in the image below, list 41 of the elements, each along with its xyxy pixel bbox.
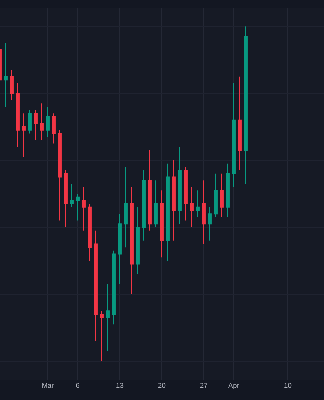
candlestick	[76, 194, 80, 222]
candlestick	[100, 310, 104, 362]
candlestick	[160, 190, 164, 258]
candlestick	[220, 173, 224, 218]
candlestick	[214, 173, 218, 218]
candlestick	[52, 113, 56, 144]
candlestick	[88, 204, 92, 262]
candlestick	[148, 150, 152, 232]
candlestick	[10, 70, 14, 101]
candlestick	[142, 170, 146, 242]
candlestick	[58, 130, 62, 222]
candlestick	[124, 166, 128, 248]
candlestick	[112, 250, 116, 326]
candlestick	[190, 186, 194, 228]
candlestick	[64, 170, 68, 228]
candlestick	[184, 166, 188, 222]
candlestick	[40, 103, 44, 141]
candlestick	[196, 190, 200, 218]
candlestick	[28, 110, 32, 134]
candlestick	[172, 160, 176, 242]
candlestick	[208, 206, 212, 242]
candlestick	[166, 163, 170, 262]
candlestick	[16, 83, 20, 148]
candlestick	[70, 183, 74, 208]
candlestick	[106, 284, 110, 352]
candlestick	[4, 42, 8, 108]
candlestick	[154, 180, 158, 228]
candlestick	[22, 113, 26, 158]
candlestick	[34, 110, 38, 141]
candlestick	[232, 83, 236, 188]
candlestick	[130, 186, 134, 295]
candlestick	[136, 206, 140, 275]
candlestick	[244, 26, 248, 184]
candlestick	[202, 180, 206, 245]
candlestick	[46, 106, 50, 138]
candlestick	[118, 214, 122, 285]
candlestick	[82, 186, 86, 232]
candlestick	[238, 76, 242, 172]
candlestick	[178, 146, 182, 225]
candlestick	[94, 230, 98, 342]
candlestick	[226, 163, 230, 218]
